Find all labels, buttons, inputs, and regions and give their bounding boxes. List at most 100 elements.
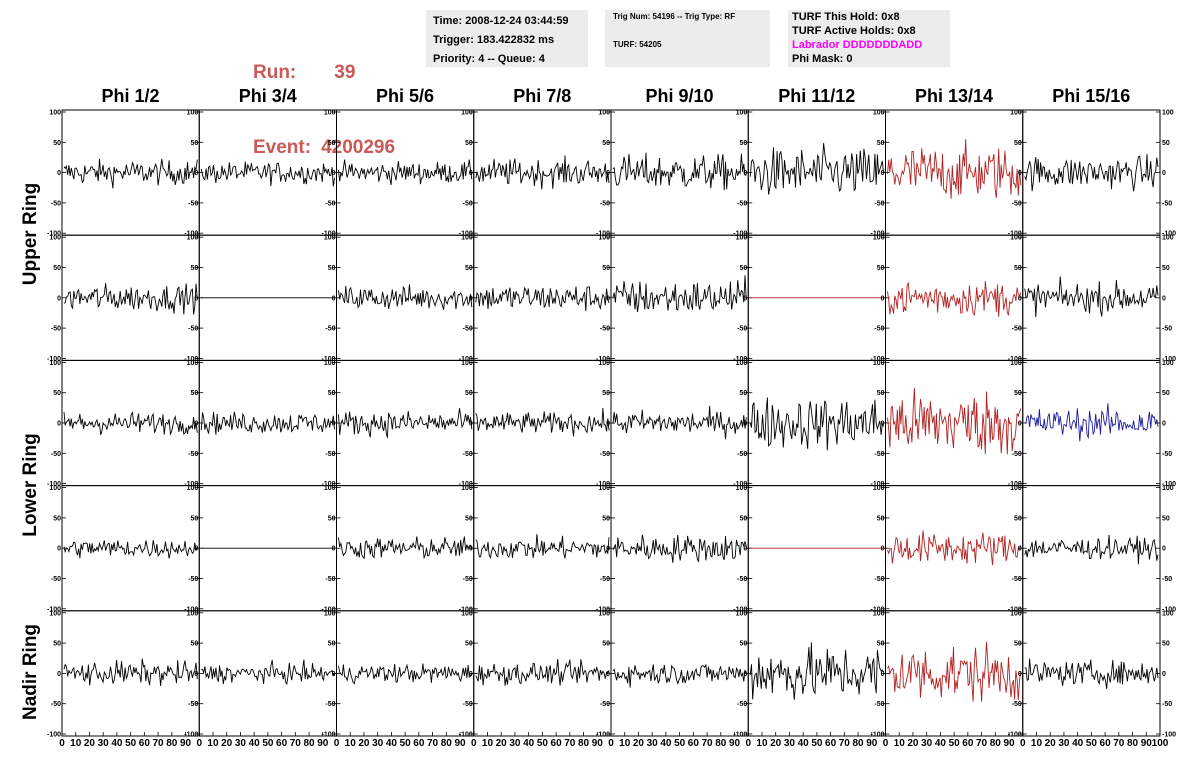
- y-tick-label: 100: [324, 235, 336, 242]
- x-tick-label: 0: [883, 738, 889, 749]
- event-label: Event:: [253, 137, 312, 158]
- panel-frame: [610, 234, 749, 361]
- x-tick-label: 40: [249, 738, 261, 749]
- y-tick-label: 0: [743, 295, 747, 302]
- x-tick-label: 20: [1045, 738, 1057, 749]
- waveform-panel: -100 -50 0 50 100: [870, 234, 1024, 363]
- y-tick-label: 0: [743, 421, 747, 428]
- y-tick-label: 0: [606, 295, 610, 302]
- x-tick-label: 0: [471, 738, 477, 749]
- phi-header: Phi 3/4: [238, 86, 297, 106]
- y-tick-label: 100: [187, 485, 199, 492]
- y-tick-label: 50: [328, 265, 336, 272]
- y-tick-label: -50: [463, 326, 473, 333]
- y-tick-label: 0: [469, 170, 473, 177]
- y-tick-label: 50: [328, 140, 336, 147]
- y-tick-label: 100: [187, 610, 199, 617]
- y-tick-label: 0: [1162, 170, 1166, 177]
- y-tick-label: 50: [877, 390, 885, 397]
- labrador-text: Labrador DDDDDDDADD: [792, 39, 923, 51]
- y-tick-label: 50: [190, 140, 198, 147]
- y-tick-label: -50: [737, 326, 747, 333]
- waveform-trace: [200, 411, 335, 435]
- y-tick-label: -100: [733, 732, 747, 739]
- waveform-panel: -100 -50 0 50 100: [870, 359, 1024, 488]
- y-tick-label: 100: [49, 610, 61, 617]
- y-tick-label: -50: [600, 326, 610, 333]
- waveform-panel: -100 -50 0 50 100: [47, 109, 200, 238]
- waveform-panel: -100 -50 0 50 100: [733, 234, 886, 363]
- y-tick-label: -50: [463, 200, 473, 207]
- waveform-panel: -100 -50 0 50 100 -100 -50 0 50 100: [1008, 485, 1176, 613]
- x-tick-label: 10: [756, 738, 768, 749]
- waveform-panel: -100 -50 0 50 100: [184, 234, 337, 363]
- y-tick-label: 100: [461, 485, 473, 492]
- y-tick-label: 0: [606, 671, 610, 678]
- y-tick-label: 0: [469, 295, 473, 302]
- y-tick-label: -100: [184, 231, 198, 238]
- waveform-trace: [63, 411, 198, 436]
- y-tick-label: -100: [1162, 356, 1176, 363]
- y-tick-label: -50: [1162, 200, 1172, 207]
- phi-header: Phi 1/2: [101, 86, 160, 106]
- y-tick-label: 0: [194, 421, 198, 428]
- y-tick-label: -100: [459, 481, 473, 488]
- y-tick-label: 100: [598, 235, 610, 242]
- y-tick-label: 0: [881, 421, 885, 428]
- time-text: Time: 2008-12-24 03:44:59: [433, 15, 569, 27]
- y-tick-label: -50: [1162, 576, 1172, 583]
- x-tick-label: 10: [1031, 738, 1043, 749]
- waveform-panel: -100 -50 0 50 100: [184, 359, 337, 488]
- y-tick-label: 100: [598, 485, 610, 492]
- y-tick-label: -100: [1008, 606, 1022, 613]
- waveform-panel: -100 -50 0 50 100: [47, 234, 200, 363]
- y-tick-label: 0: [606, 170, 610, 177]
- y-tick-label: -50: [600, 701, 610, 708]
- y-tick-label: -50: [1162, 451, 1172, 458]
- waveform-trace: [338, 408, 473, 438]
- y-tick-label: 0: [57, 546, 61, 553]
- y-tick-label: 100: [1010, 485, 1022, 492]
- y-tick-label: -100: [1162, 481, 1176, 488]
- turf-num-text: TURF: 54205: [613, 40, 662, 49]
- panel-frame: [610, 610, 749, 737]
- y-tick-label: 100: [873, 610, 885, 617]
- y-tick-label: -100: [1162, 231, 1176, 238]
- x-tick-label: 50: [400, 738, 412, 749]
- y-tick-label: -100: [459, 606, 473, 613]
- x-tick-label: 60: [413, 738, 425, 749]
- y-tick-label: 100: [461, 360, 473, 367]
- y-tick-label: -100: [596, 606, 610, 613]
- x-tick-label: 20: [770, 738, 782, 749]
- trigger-text: Trigger: 183.422832 ms: [433, 34, 555, 46]
- y-tick-label: -100: [596, 732, 610, 739]
- waveform-panel: -100 -50 0 50 100: [459, 359, 612, 488]
- y-tick-label: -50: [874, 576, 884, 583]
- y-tick-label: 50: [328, 515, 336, 522]
- waveform-trace: [887, 530, 1022, 566]
- x-tick-label: 70: [427, 738, 439, 749]
- waveform-trace: [201, 659, 335, 686]
- waveform-panel: -100 -50 0 50 100: [870, 485, 1024, 613]
- y-tick-label: 100: [461, 610, 473, 617]
- y-tick-label: 100: [49, 360, 61, 367]
- y-tick-label: -100: [459, 231, 473, 238]
- y-tick-label: -100: [870, 356, 884, 363]
- y-tick-label: -50: [874, 200, 884, 207]
- y-tick-label: 100: [736, 235, 748, 242]
- y-tick-label: 50: [1162, 641, 1170, 648]
- y-tick-label: -100: [321, 732, 335, 739]
- phi-mask-text: Phi Mask: 0: [792, 53, 853, 65]
- x-tick-label: 50: [537, 738, 549, 749]
- waveform-trace: [749, 642, 884, 700]
- x-tick-label: 30: [1058, 738, 1070, 749]
- x-tick-label: 30: [98, 738, 110, 749]
- y-tick-label: 100: [736, 485, 748, 492]
- x-tick-label: 50: [1086, 738, 1098, 749]
- y-tick-label: -50: [600, 451, 610, 458]
- y-tick-label: -50: [1012, 326, 1022, 333]
- x-tick-label: 40: [798, 738, 810, 749]
